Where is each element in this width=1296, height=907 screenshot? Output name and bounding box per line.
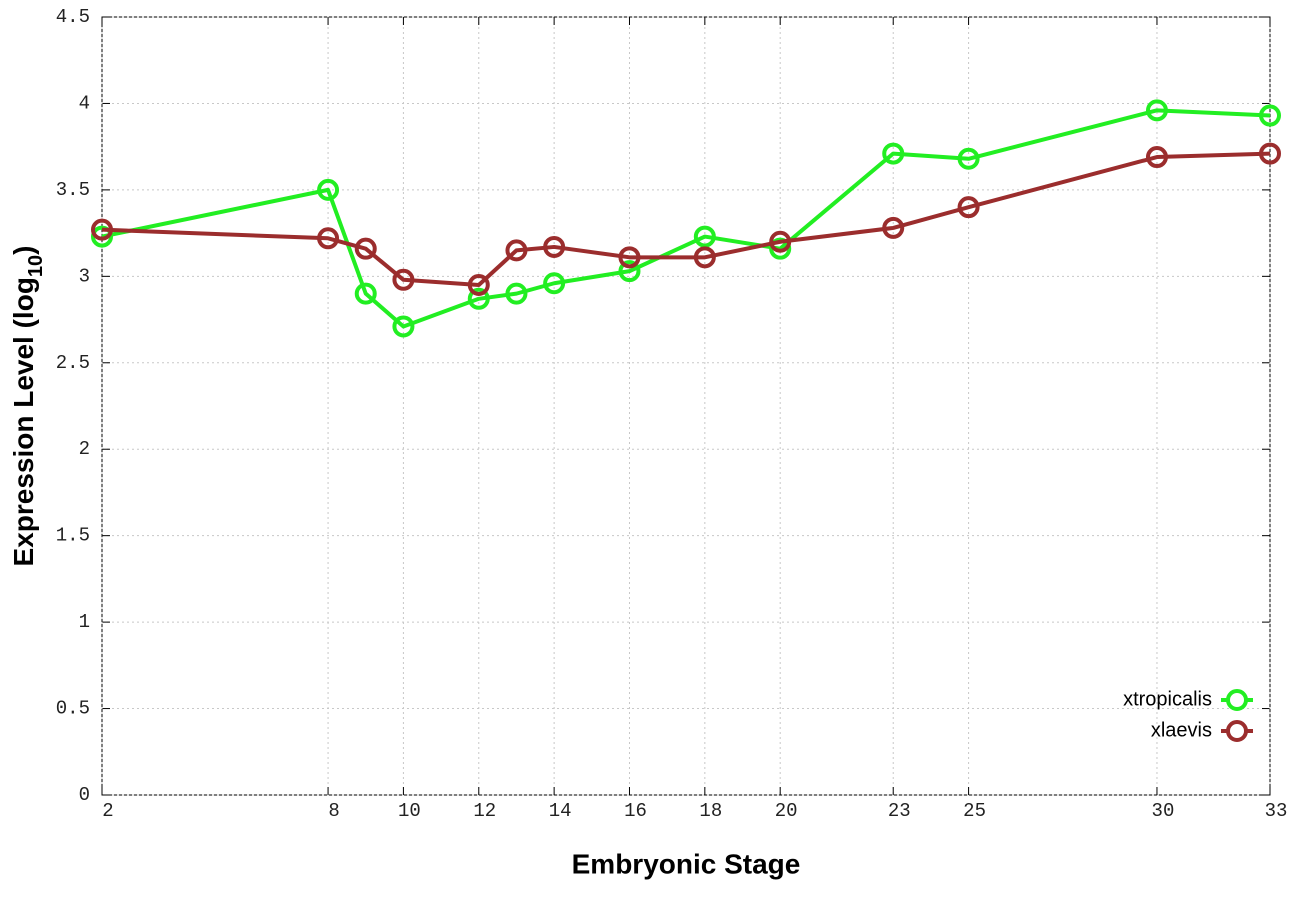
y-tick-label: 1.5 <box>56 525 90 547</box>
data-point <box>618 246 641 269</box>
data-point <box>693 225 716 248</box>
x-tick-label: 20 <box>775 800 798 822</box>
data-point <box>467 273 490 296</box>
y-tick-label: 0 <box>79 784 90 806</box>
x-tick-label: 2 <box>102 800 113 822</box>
y-tick-label: 2.5 <box>56 352 90 374</box>
y-label-part: Expression Level (log <box>8 277 39 566</box>
data-point <box>769 230 792 253</box>
data-point <box>957 147 980 170</box>
x-tick-label: 30 <box>1152 800 1175 822</box>
x-axis-label: Embryonic Stage <box>572 848 801 879</box>
x-tick-label: 25 <box>963 800 986 822</box>
data-point <box>882 216 905 239</box>
plot-frame <box>101 16 1271 796</box>
data-point <box>1259 104 1281 127</box>
y-label-sub: 10 <box>25 255 47 277</box>
x-tick-label: 18 <box>699 800 722 822</box>
data-point <box>392 268 415 291</box>
legend-marker <box>1226 689 1248 711</box>
x-tick-label: 33 <box>1265 800 1288 822</box>
data-point <box>769 237 792 260</box>
y-tick-label: 0.5 <box>56 698 90 720</box>
series-line <box>101 151 1271 287</box>
y-tick-label: 3 <box>79 265 90 287</box>
data-point <box>505 282 528 305</box>
y-tick-label: 4.5 <box>56 6 90 28</box>
data-point <box>317 178 340 201</box>
x-tick-label: 14 <box>549 800 572 822</box>
data-point <box>1145 99 1168 122</box>
x-tick-label: 16 <box>624 800 647 822</box>
y-tick-label: 3.5 <box>56 179 90 201</box>
y-tick-label: 2 <box>79 438 90 460</box>
data-point <box>957 196 980 219</box>
legend-label: xtropicalis <box>1123 688 1212 710</box>
data-point <box>91 225 113 248</box>
y-axis-label: Expression Level (log10) <box>8 246 47 567</box>
y-tick-label: 4 <box>79 92 90 114</box>
data-point <box>317 227 340 250</box>
data-point <box>543 235 566 258</box>
data-point <box>882 142 905 165</box>
data-point <box>505 239 528 262</box>
x-tick-label: 8 <box>328 800 339 822</box>
series-line <box>101 108 1271 329</box>
data-point <box>618 260 641 283</box>
data-point <box>354 237 377 260</box>
x-tick-label: 12 <box>473 800 496 822</box>
legend-label: xlaevis <box>1151 719 1212 741</box>
data-point <box>354 282 377 305</box>
legend-marker <box>1226 720 1248 742</box>
data-point <box>543 272 566 295</box>
data-point <box>91 218 113 241</box>
data-point <box>1145 146 1168 169</box>
data-point <box>467 287 490 310</box>
data-point <box>693 246 716 269</box>
x-tick-label: 10 <box>398 800 421 822</box>
data-point <box>1259 142 1281 165</box>
y-tick-label: 1 <box>79 611 90 633</box>
x-tick-label: 23 <box>888 800 911 822</box>
data-point <box>392 315 415 338</box>
y-label-part: ) <box>8 246 39 255</box>
